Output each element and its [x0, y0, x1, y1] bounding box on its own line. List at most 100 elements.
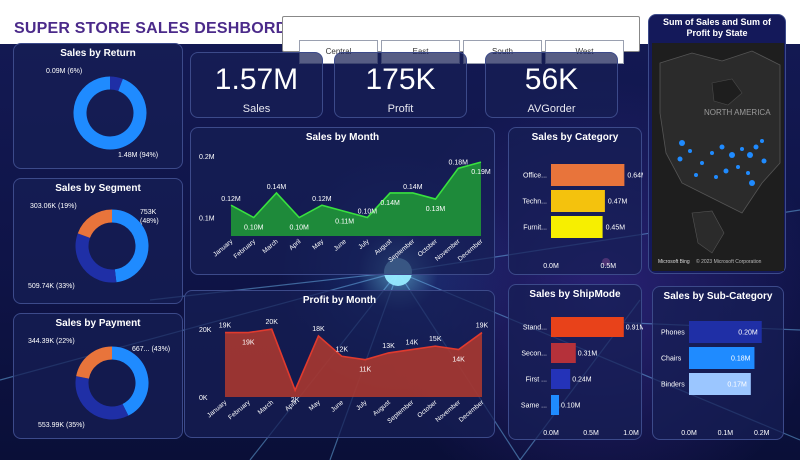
x-tick-7: August — [372, 399, 392, 417]
sales-by-subcategory-title: Sales by Sub-Category — [663, 291, 773, 302]
sales-by-payment-panel: Sales by Payment 667... (43%) 553.99K (3… — [13, 313, 183, 439]
category-label-2: Binders — [661, 382, 685, 389]
x-tick-11: December — [457, 238, 485, 263]
x-tick-4: May — [311, 238, 325, 252]
bar-0[interactable] — [551, 317, 624, 337]
sales-by-segment-title: Sales by Segment — [55, 183, 141, 194]
x-tick-2: 1.0M — [623, 430, 639, 437]
sales-by-subcategory-chart[interactable]: Phones 0.20M Chairs 0.18M Binders 0.17M 0.0M 0.… — [653, 287, 785, 441]
sales-by-return-donut[interactable] — [14, 44, 184, 170]
data-label-6: 11K — [359, 367, 371, 374]
y-tick-0: 0.2M — [199, 154, 215, 161]
map-title: Sum of Sales and Sum of Profit by State — [662, 17, 772, 38]
value-label-2: 0.17M — [727, 382, 747, 389]
x-tick-0: 0.0M — [543, 430, 559, 437]
bar-1[interactable] — [551, 343, 576, 363]
value-label-1: 0.31M — [578, 351, 598, 358]
x-tick-5: June — [330, 399, 346, 414]
sales-by-category-chart[interactable]: Office... 0.64M Techn... 0.47M Furnit... 0.45… — [509, 128, 643, 276]
series-line — [230, 161, 482, 219]
payment-label-a: 667... (43%) — [132, 346, 171, 353]
bar-3[interactable] — [551, 395, 559, 415]
donut-slice-0[interactable] — [109, 76, 123, 92]
data-label-0: 0.12M — [221, 196, 241, 203]
sales-by-segment-panel: Sales by Segment 753K (48%) 509.74K (33%… — [13, 178, 183, 304]
segment-label-consumer-pct: (48%) — [140, 218, 159, 225]
bar-2[interactable] — [551, 216, 603, 238]
sales-by-month-chart[interactable]: 0.12M January 0.10M February 0.14M March 0.10M… — [191, 128, 496, 276]
sales-by-payment-donut[interactable] — [14, 314, 184, 440]
kpi-profit-card: 175K Profit — [334, 52, 467, 118]
kpi-avgorder-value: 56K — [524, 63, 579, 96]
value-label-3: 0.10M — [561, 403, 581, 410]
donut-slice-2[interactable] — [77, 209, 113, 239]
donut-slice-2[interactable] — [76, 346, 113, 379]
value-label-0: 0.64M — [627, 173, 643, 180]
value-label-2: 0.24M — [572, 377, 592, 384]
sales-by-subcategory-panel: Sales by Sub-Category Phones 0.20M Chairs 0… — [652, 286, 784, 440]
data-label-7: 13K — [382, 343, 395, 350]
data-label-3: 0.10M — [289, 225, 309, 232]
value-label-2: 0.45M — [606, 225, 626, 232]
data-label-5: 12K — [336, 346, 349, 353]
data-label-6: 0.10M — [358, 209, 378, 216]
donut-slice-0[interactable] — [111, 346, 149, 416]
y-tick-1: 0.1M — [199, 216, 215, 223]
donut-slice-1[interactable] — [75, 233, 117, 283]
value-label-1: 0.47M — [608, 199, 628, 206]
data-label-5: 0.11M — [335, 218, 354, 225]
area-fill — [231, 162, 481, 236]
bar-1[interactable] — [689, 347, 755, 369]
value-label-1: 0.18M — [731, 356, 751, 363]
map-region-label: NORTH AMERICA — [704, 108, 771, 117]
bar-1[interactable] — [551, 190, 605, 212]
x-tick-6: July — [357, 238, 371, 251]
category-label-1: Secon... — [521, 351, 547, 358]
sales-by-shipmode-chart[interactable]: Stand... 0.91M Secon... 0.31M First ... 0.24M… — [509, 285, 643, 441]
data-label-3: 2K — [291, 397, 300, 404]
bar-0[interactable] — [551, 164, 625, 186]
data-label-10: 14K — [452, 357, 465, 364]
kpi-sales-value: 1.57M — [214, 63, 299, 96]
data-label-9: 15K — [429, 336, 442, 343]
sales-by-month-panel: Sales by Month 0.12M January 0.10M February… — [190, 127, 495, 275]
kpi-avgorder-label: AVGorder — [527, 103, 576, 115]
donut-slice-1[interactable] — [75, 376, 129, 420]
category-label-2: First ... — [526, 377, 547, 384]
donut-slice-1[interactable] — [73, 76, 147, 150]
data-label-8: 14K — [406, 340, 419, 347]
data-label-1: 19K — [242, 340, 255, 347]
kpi-sales-card: 1.57M Sales — [190, 52, 323, 118]
bar-2[interactable] — [551, 369, 571, 389]
x-tick-8: September — [386, 399, 415, 425]
segment-label-home-office: 303.06K (19%) — [30, 203, 77, 210]
x-tick-3: April — [288, 238, 303, 252]
x-tick-4: May — [308, 399, 322, 413]
return-label-not-returned: 1.48M (94%) — [118, 152, 159, 159]
sales-by-return-panel: Sales by Return 0.09M (6%) 1.48M (94%) — [13, 43, 183, 169]
category-label-1: Chairs — [661, 356, 682, 363]
value-label-0: 0.20M — [738, 330, 758, 337]
x-tick-2: March — [261, 238, 280, 255]
x-tick-2: March — [257, 399, 276, 416]
data-label-4: 0.12M — [312, 196, 332, 203]
payment-label-c: 344.39K (22%) — [28, 338, 75, 345]
sales-by-segment-donut[interactable] — [14, 179, 184, 305]
kpi-avgorder-card: 56K AVGorder — [485, 52, 618, 118]
return-label-returned: 0.09M (6%) — [46, 68, 83, 75]
data-label-2: 20K — [265, 319, 278, 326]
sales-profit-map[interactable]: NORTH AMERICA Microsoft Bing © 2023 Micr… — [652, 43, 784, 271]
y-tick-1: 0K — [199, 395, 208, 402]
sales-by-payment-title: Sales by Payment — [55, 318, 141, 329]
donut-slice-0[interactable] — [111, 209, 149, 283]
category-label-2: Furnit... — [523, 225, 547, 232]
value-label-0: 0.91M — [626, 325, 643, 332]
x-tick-0: 0.0M — [681, 430, 697, 437]
map-brand: Microsoft Bing — [658, 259, 690, 265]
x-tick-6: July — [355, 399, 369, 412]
map-graphic: NORTH AMERICA Microsoft Bing © 2023 Micr… — [658, 50, 781, 265]
sales-by-shipmode-panel: Sales by ShipMode Stand... 0.91M Secon... 0… — [508, 284, 643, 441]
bar-2[interactable] — [689, 373, 751, 395]
bar-0[interactable] — [689, 321, 762, 343]
